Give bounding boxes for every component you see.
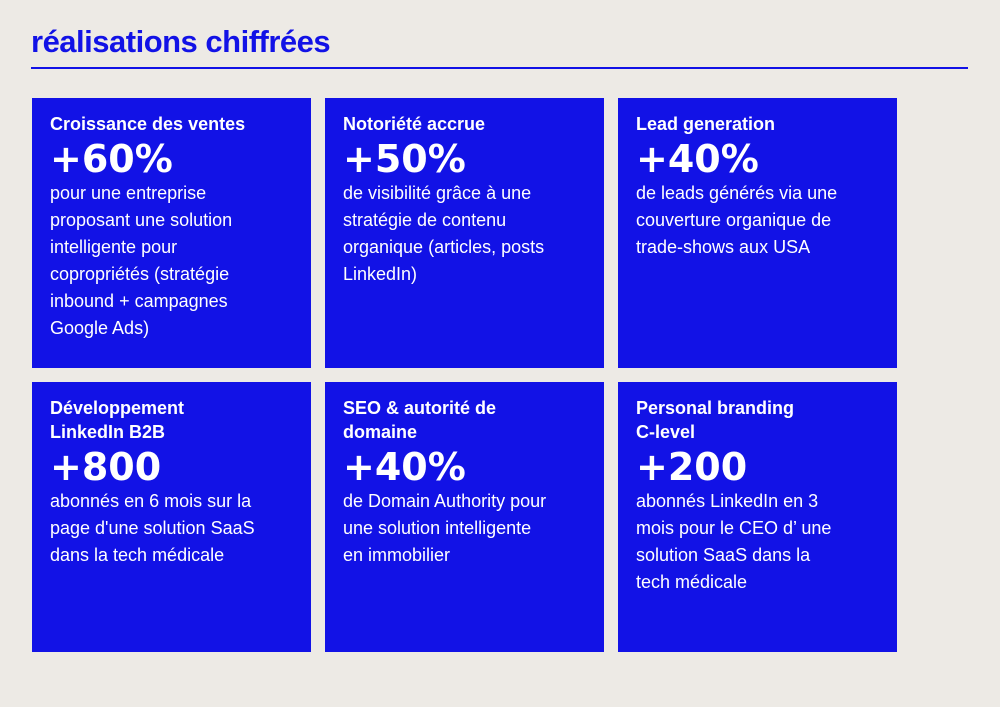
stat-card-title: Développement LinkedIn B2B [50,398,185,442]
stat-card-sales-growth: Croissance des ventes +60% pour une entr… [32,98,311,368]
stat-card-personal-branding: Personal branding C-level +200 abonnés L… [618,382,897,652]
stat-card-title: Croissance des ventes [50,114,246,134]
stat-card-value: +40% [636,137,759,181]
stat-card-title: Notoriété accrue [343,114,486,134]
stat-card-value: +60% [50,137,173,181]
stat-card-description: abonnés LinkedIn en 3 mois pour le CEO d… [636,491,832,592]
stat-card-value: +200 [636,445,748,489]
title-divider [31,67,968,69]
stat-card-seo-authority: SEO & autorité de domaine +40% de Domain… [325,382,604,652]
stat-card-title: Lead generation [636,114,776,134]
stat-card-lead-generation: Lead generation +40% de leads générés vi… [618,98,897,368]
stat-card-value: +40% [343,445,466,489]
stat-card-description: de Domain Authority pour une solution in… [343,491,547,565]
stat-card-value: +800 [50,445,162,489]
stat-card-linkedin-b2b: Développement LinkedIn B2B +800 abonnés … [32,382,311,652]
stat-card-brand-awareness: Notoriété accrue +50% de visibilité grâc… [325,98,604,368]
stat-card-description: de visibilité grâce à une stratégie de c… [343,183,545,284]
stat-card-description: abonnés en 6 mois sur la page d'une solu… [50,491,255,565]
stat-card-description: de leads générés via une couverture orga… [636,183,838,257]
stat-card-description: pour une entreprise proposant une soluti… [50,183,233,338]
stat-card-value: +50% [343,137,466,181]
page-title: réalisations chiffrées [31,24,331,59]
stat-card-title: SEO & autorité de domaine [343,398,497,442]
stat-card-title: Personal branding C-level [636,398,795,442]
